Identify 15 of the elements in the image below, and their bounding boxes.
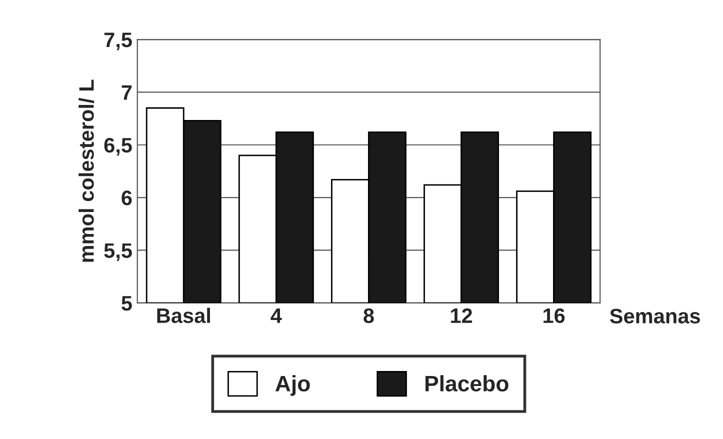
y-tick-label: 7,5 <box>104 32 132 50</box>
x-tick-label: 12 <box>451 308 472 323</box>
x-axis-title: Semanas <box>610 308 700 324</box>
x-tick-label: 4 <box>270 308 282 323</box>
x-tick-label: Basal <box>157 308 210 324</box>
y-tick-label: 6,5 <box>104 138 132 156</box>
y-tick-label: 5,5 <box>104 243 132 262</box>
y-axis-title: mmol colesterol/ L <box>78 80 94 262</box>
y-tick-label: 5 <box>122 296 132 311</box>
x-tick-label: 8 <box>364 308 374 324</box>
legend-label: Ajo <box>275 375 310 396</box>
y-tick-label: 6 <box>122 190 132 206</box>
x-tick-label: 16 <box>544 308 565 324</box>
y-tick-label: 7 <box>122 85 132 100</box>
legend-label: Placebo <box>426 375 508 392</box>
